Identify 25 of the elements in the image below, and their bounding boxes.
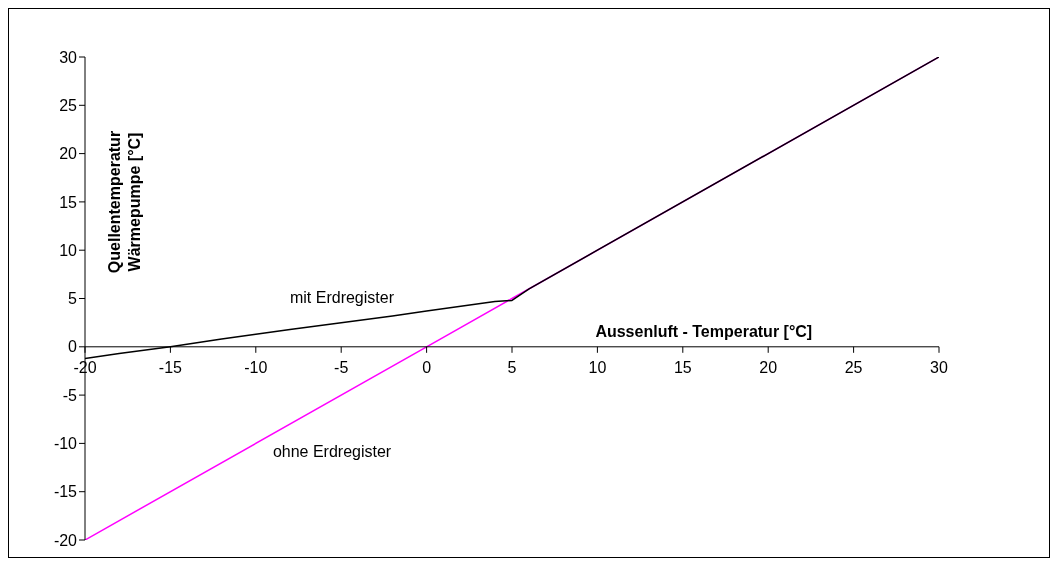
y-tick-label: -10 [53, 435, 78, 453]
x-tick-label: 30 [930, 358, 948, 376]
y-axis-title: Quellentemperatur Wärmepumpe [°C] [105, 129, 145, 276]
y-tick-label: 30 [59, 48, 78, 66]
x-tick-label: 15 [673, 358, 692, 376]
x-tick-label: -5 [334, 358, 349, 376]
y-tick-label: 5 [68, 290, 78, 308]
x-tick-label: 5 [507, 358, 517, 376]
y-tick-label: 20 [59, 145, 78, 163]
x-tick-label: -10 [244, 358, 268, 376]
y-tick-label: 15 [59, 193, 78, 211]
y-tick-label: 10 [59, 241, 78, 259]
annotation: mit Erdregister [289, 288, 394, 307]
y-tick-label: -20 [53, 531, 78, 549]
x-tick-label: -15 [158, 358, 183, 376]
x-tick-label: 0 [422, 358, 432, 376]
annotation: ohne Erdregister [272, 443, 392, 462]
x-tick-label: 10 [588, 358, 607, 376]
y-tick-label: -5 [62, 386, 78, 404]
x-tick-label: 25 [844, 358, 863, 376]
y-tick-label: -15 [53, 483, 78, 501]
x-axis-title: Aussenluft - Temperatur [°C] [595, 322, 813, 341]
x-tick-label: 20 [759, 358, 778, 376]
y-tick-label: 0 [68, 338, 78, 356]
y-tick-label: 25 [59, 96, 78, 114]
